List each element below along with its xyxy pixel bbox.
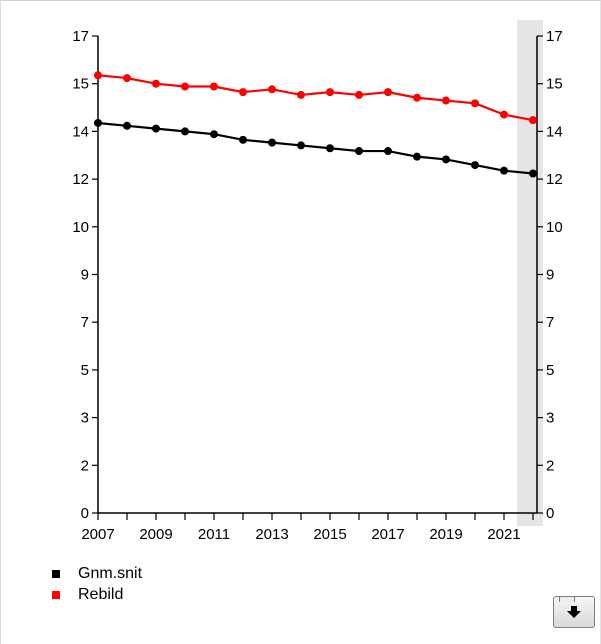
y-tick-label-left: 7 xyxy=(81,314,89,331)
plot-area xyxy=(94,71,537,178)
y-tick-label-right: 17 xyxy=(546,28,563,45)
y-tick-label-left: 3 xyxy=(81,410,89,427)
chart-axes: 0 0 2 2 3 3 5 5 7 7 9 9 10 10 12 12 14 14 15 15 17 17 2007 2009… xyxy=(72,28,562,543)
data-point-rebild xyxy=(384,88,392,97)
y-tick-label-right: 7 xyxy=(546,314,554,331)
legend-swatch-rebild xyxy=(52,590,60,599)
y-tick-label-right: 0 xyxy=(546,505,554,522)
data-point-gnm-snit xyxy=(239,135,247,144)
x-tick-label: 2017 xyxy=(371,526,404,543)
legend-swatch-gnm-snit xyxy=(52,569,60,578)
data-point-gnm-snit xyxy=(529,169,537,178)
data-point-gnm-snit xyxy=(500,166,508,175)
y-tick-label-left: 15 xyxy=(72,76,89,93)
data-point-gnm-snit xyxy=(326,144,334,153)
data-point-gnm-snit xyxy=(413,152,421,161)
data-point-gnm-snit xyxy=(355,147,363,156)
data-point-rebild xyxy=(529,116,537,125)
y-tick-label-right: 9 xyxy=(546,267,554,284)
data-point-gnm-snit xyxy=(442,155,450,164)
y-tick-label-left: 2 xyxy=(81,457,89,474)
x-tick-label: 2019 xyxy=(429,526,462,543)
legend: Gnm.snit Rebild xyxy=(52,563,142,605)
data-point-rebild xyxy=(413,93,421,102)
data-point-gnm-snit xyxy=(384,147,392,156)
data-point-gnm-snit xyxy=(268,138,276,147)
legend-item-rebild: Rebild xyxy=(52,584,142,605)
data-point-gnm-snit xyxy=(123,121,131,130)
data-point-gnm-snit xyxy=(471,161,479,170)
data-point-rebild xyxy=(181,82,189,91)
data-point-rebild xyxy=(94,71,102,80)
y-tick-label-right: 14 xyxy=(546,123,563,140)
y-tick-label-left: 12 xyxy=(72,171,89,188)
data-point-rebild xyxy=(326,88,334,97)
data-point-rebild xyxy=(355,90,363,99)
y-tick-label-right: 12 xyxy=(546,171,563,188)
y-tick-label-left: 10 xyxy=(72,219,89,236)
y-tick-label-right: 3 xyxy=(546,410,554,427)
series-line-gnm-snit xyxy=(97,121,534,175)
data-point-rebild xyxy=(500,110,508,119)
data-point-rebild xyxy=(123,74,131,83)
y-tick-label-right: 10 xyxy=(546,219,563,236)
legend-item-gnm-snit: Gnm.snit xyxy=(52,563,142,584)
data-point-gnm-snit xyxy=(181,127,189,136)
data-point-rebild xyxy=(442,96,450,105)
data-point-gnm-snit xyxy=(152,124,160,133)
y-tick-label-left: 17 xyxy=(72,28,89,45)
data-point-rebild xyxy=(152,79,160,88)
x-tick-label: 2011 xyxy=(198,526,230,543)
highlight-band xyxy=(517,20,543,526)
y-tick-label-right: 2 xyxy=(546,457,554,474)
y-tick-label-left: 14 xyxy=(72,123,89,140)
data-point-rebild xyxy=(210,82,218,91)
data-point-rebild xyxy=(297,90,305,99)
y-tick-label-right: 5 xyxy=(546,362,554,379)
x-tick-label: 2015 xyxy=(313,526,346,543)
download-arrow-icon xyxy=(567,606,581,618)
download-button[interactable] xyxy=(553,596,595,628)
y-tick-label-left: 9 xyxy=(81,267,89,284)
x-tick-label: 2021 xyxy=(487,526,520,543)
data-point-gnm-snit xyxy=(297,141,305,150)
data-point-rebild xyxy=(268,85,276,94)
data-point-rebild xyxy=(239,88,247,97)
data-point-gnm-snit xyxy=(210,130,218,139)
data-point-rebild xyxy=(471,99,479,108)
legend-label-rebild: Rebild xyxy=(78,585,124,603)
x-tick-label: 2013 xyxy=(255,526,288,543)
x-tick-label: 2007 xyxy=(81,526,114,543)
data-point-gnm-snit xyxy=(94,118,102,127)
y-tick-label-left: 0 xyxy=(81,505,89,522)
x-tick-label: 2009 xyxy=(139,526,172,543)
y-tick-label-left: 5 xyxy=(81,362,89,379)
folder-tab-decoration xyxy=(559,596,575,602)
legend-label-gnm-snit: Gnm.snit xyxy=(78,564,143,582)
series-line-rebild xyxy=(97,74,534,122)
y-tick-label-right: 15 xyxy=(546,76,563,93)
line-chart: 0 0 2 2 3 3 5 5 7 7 9 9 10 10 12 12 14 14 15 15 17 17 2007 2009… xyxy=(72,20,563,543)
